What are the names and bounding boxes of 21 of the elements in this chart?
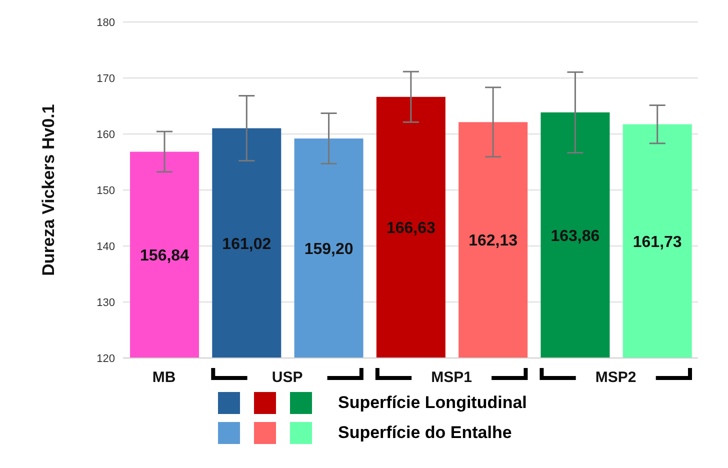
data-label: 163,86 [550, 228, 600, 245]
y-tick-label: 120 [96, 352, 115, 365]
y-tick-label: 170 [96, 72, 115, 85]
x-tick-label: MSP2 [595, 369, 636, 386]
y-tick-label: 140 [96, 240, 115, 253]
x-tick-label: MB [152, 369, 176, 386]
y-tick-label: 150 [96, 184, 115, 197]
data-label: 159,20 [304, 240, 354, 258]
y-tick-label: 160 [96, 128, 115, 141]
data-label: 166,63 [386, 220, 436, 238]
y-tick-label: 180 [96, 16, 115, 29]
data-label: 161,02 [222, 236, 272, 253]
data-label: 156,84 [140, 248, 190, 265]
legend-label: Superfície Longitudinal [338, 393, 527, 413]
x-tick-label: USP [272, 369, 303, 386]
y-axis-title: Dureza Vickers Hv0.1 [39, 104, 58, 276]
data-label: 161,73 [632, 234, 682, 251]
x-tick-label: MSP1 [431, 369, 472, 386]
legend-label: Superfície do Entalhe [338, 423, 512, 443]
y-tick-label: 130 [96, 296, 115, 309]
data-label: 162,13 [468, 232, 518, 250]
